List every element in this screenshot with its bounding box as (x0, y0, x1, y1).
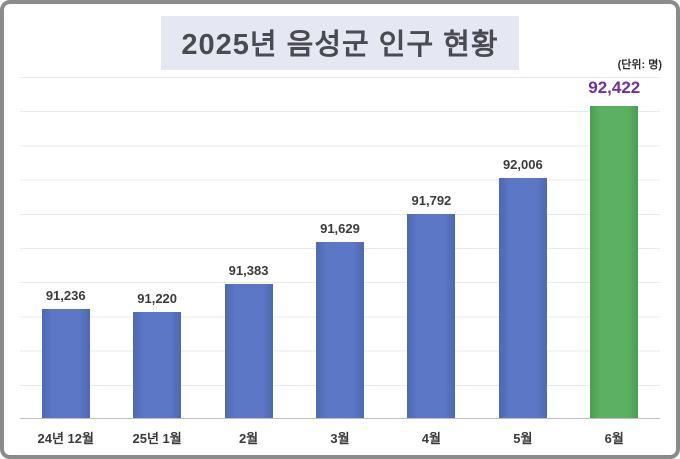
x-axis-label: 4월 (421, 431, 441, 446)
x-axis-label: 6월 (604, 431, 624, 446)
x-axis-label: 5월 (513, 431, 533, 446)
bar-value-label: 91,792 (411, 193, 452, 208)
bar-column: 91,236 (20, 288, 111, 418)
bar (315, 242, 364, 418)
x-axis-label: 2월 (238, 431, 259, 446)
bar (41, 309, 90, 418)
bar-value-label: 91,383 (228, 263, 269, 278)
bar-column: 91,220 (111, 291, 202, 418)
bars-container: 91,236 91,220 91,383 91,629 91,792 92,006 92,4… (20, 77, 660, 418)
x-axis-label: 25년 1월 (132, 431, 182, 446)
chart-title: 2025년 음성군 인구 현황 (161, 16, 519, 70)
bar-column: 92,006 (477, 157, 568, 418)
bar (224, 284, 273, 418)
bar (498, 178, 547, 418)
x-axis-label: 3월 (330, 431, 350, 446)
bar-value-label: 91,236 (45, 288, 86, 303)
bar-highlighted (590, 106, 639, 418)
bar (133, 312, 182, 418)
bar-column: 91,629 (294, 221, 385, 418)
unit-label: (단위: 명) (617, 59, 662, 71)
x-axis-labels: 24년 12월 25년 1월 2월 3월 4월 5월 6월 (20, 428, 660, 447)
bar-value-label: 92,422 (588, 78, 641, 97)
bar (407, 214, 456, 418)
bar-column: 91,383 (203, 263, 294, 418)
title-row: 2025년 음성군 인구 현황 (4, 16, 676, 70)
bar-column: 92,422 (569, 78, 660, 418)
x-axis-label: 24년 12월 (37, 431, 94, 446)
bar-column: 91,792 (386, 193, 477, 418)
bar-value-label: 92,006 (502, 157, 543, 172)
bar-value-label: 91,220 (137, 291, 178, 306)
bar-value-label: 91,629 (320, 221, 360, 236)
plot-area: 91,236 91,220 91,383 91,629 91,792 92,006 92,4… (20, 77, 660, 419)
